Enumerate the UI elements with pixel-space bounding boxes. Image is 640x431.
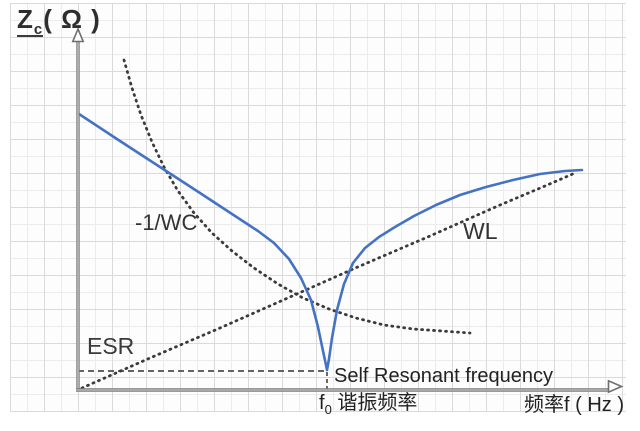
- y-axis-symbol: Zc: [17, 4, 44, 39]
- esr-label: ESR: [87, 333, 135, 359]
- y-axis-arrow-icon: [71, 26, 85, 43]
- impedance-curve: [77, 112, 584, 372]
- capacitive-curve-label: -1/WC: [135, 210, 198, 235]
- graph-paper-background: [10, 3, 626, 412]
- capacitive-reactance-curve: [122, 58, 472, 335]
- x-axis-label: 频率f ( Hz ): [524, 394, 624, 416]
- y-axis-label: Zc( Ω ): [17, 4, 101, 39]
- f0-chinese-text: 谐振频率: [337, 392, 418, 414]
- f0-tick-label: f0 谐振频率: [319, 393, 417, 417]
- inductive-curve-label: WL: [463, 218, 498, 244]
- self-resonant-annotation: Self Resonant frequency: [334, 365, 554, 387]
- y-axis-unit: ( Ω ): [43, 4, 101, 34]
- x-axis-arrow-icon: [607, 379, 624, 394]
- f0-symbol: f0: [319, 392, 332, 417]
